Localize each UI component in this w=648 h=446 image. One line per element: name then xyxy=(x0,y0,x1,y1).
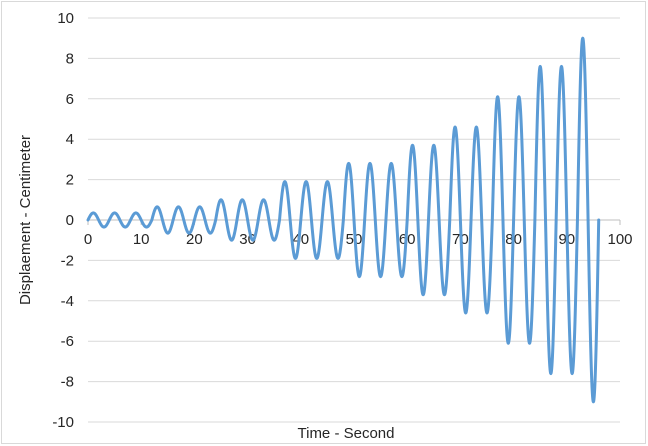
x-tick-label: 20 xyxy=(186,231,203,248)
x-tick-label: 40 xyxy=(292,231,309,248)
x-axis-title: Time - Second xyxy=(298,425,395,442)
y-tick-labels: 10 8 6 4 2 0 -2 -4 -6 -8 -10 xyxy=(52,10,74,431)
displacement-series-line xyxy=(86,36,601,404)
y-tick-label: -4 xyxy=(61,293,74,310)
x-tick-label: 0 xyxy=(84,231,92,248)
y-tick-label: -6 xyxy=(61,333,74,350)
x-tick-label: 10 xyxy=(133,231,150,248)
y-tick-label: -8 xyxy=(61,374,74,391)
y-tick-label: 0 xyxy=(66,212,74,229)
y-tick-label: -10 xyxy=(52,414,74,431)
y-tick-label: 6 xyxy=(66,91,74,108)
gridlines xyxy=(87,17,621,423)
y-tick-label: -2 xyxy=(61,252,74,269)
y-tick-label: 10 xyxy=(57,10,74,27)
y-axis-title: Displaement - Centimeter xyxy=(17,135,34,305)
x-tick-label: 100 xyxy=(607,231,632,248)
y-tick-label: 8 xyxy=(66,50,74,67)
y-tick-label: 2 xyxy=(66,172,74,189)
y-tick-label: 4 xyxy=(66,131,74,148)
